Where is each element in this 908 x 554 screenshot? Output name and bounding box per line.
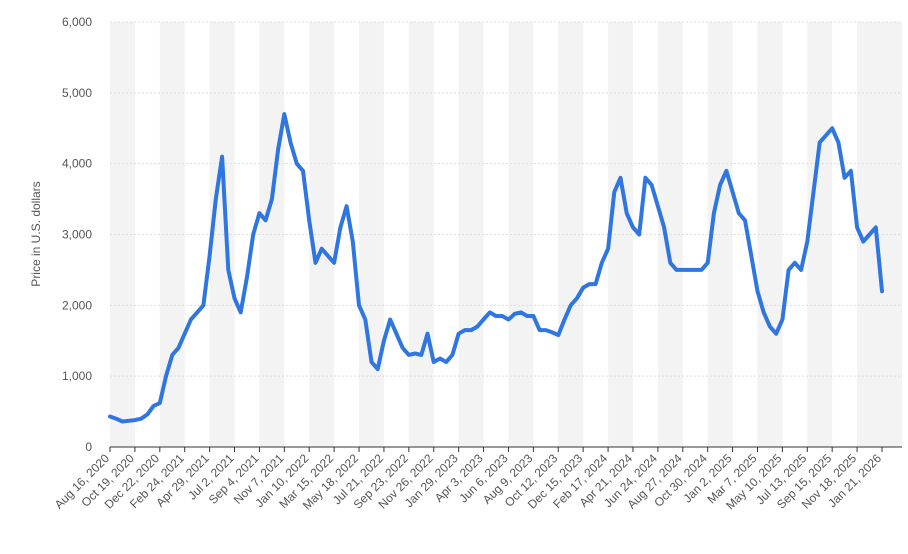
price-line <box>108 112 884 424</box>
y-tick-label: 6,000 <box>62 15 92 29</box>
band <box>508 22 534 447</box>
band <box>608 22 633 447</box>
y-tick-label: 0 <box>85 440 92 454</box>
y-tick-label: 4,000 <box>62 157 92 171</box>
y-tick-label: 5,000 <box>62 86 92 100</box>
y-tick-label: 3,000 <box>62 228 92 242</box>
y-tick-label: 2,000 <box>62 298 92 312</box>
y-axis-title: Price in U.S. dollars <box>29 181 43 286</box>
y-tick-label: 1,000 <box>62 369 92 383</box>
band <box>309 22 335 447</box>
band <box>408 22 434 447</box>
